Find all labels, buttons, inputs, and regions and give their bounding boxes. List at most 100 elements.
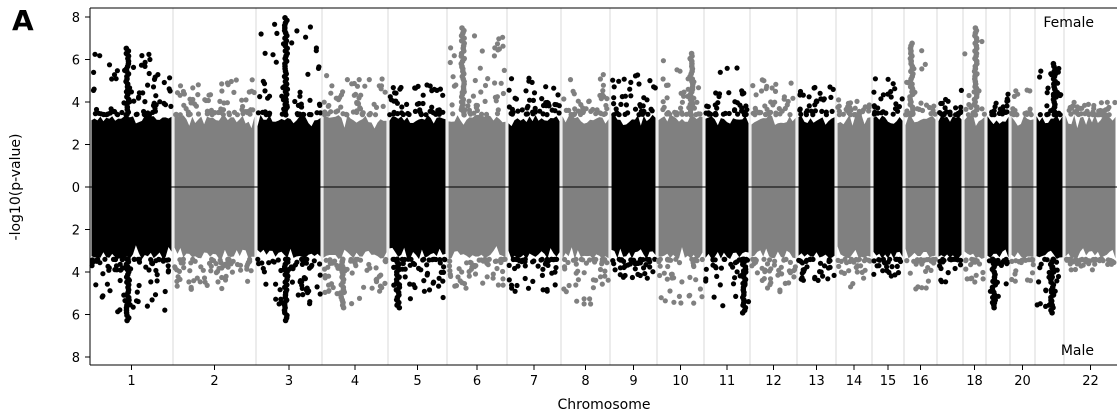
- snp-point: [387, 94, 393, 100]
- x-tick-label: 9: [629, 374, 637, 389]
- snp-point: [753, 107, 759, 113]
- snp-point: [229, 269, 235, 275]
- snp-point: [916, 258, 922, 264]
- snp-point: [135, 298, 141, 305]
- snp-point: [307, 97, 313, 103]
- snp-point: [699, 294, 705, 300]
- snp-point: [923, 102, 930, 108]
- x-tick-label: 10: [672, 374, 689, 389]
- y-axis-ticks: 0 2 4 6 8 2 4 6 8: [72, 11, 90, 366]
- snp-point: [958, 104, 964, 110]
- snp-point: [292, 98, 298, 105]
- snp-point: [498, 80, 504, 86]
- snp-point: [112, 267, 118, 273]
- snp-point: [193, 103, 199, 109]
- snp-point: [94, 257, 100, 263]
- chromosome-21-points: [1034, 60, 1064, 316]
- snp-point: [369, 285, 375, 291]
- snp-point: [190, 257, 196, 263]
- snp-point: [561, 96, 567, 102]
- peak-snp-point: [972, 25, 979, 31]
- snp-point: [162, 307, 168, 313]
- y-tick-label: 4: [72, 266, 80, 281]
- snp-point: [989, 112, 995, 118]
- snp-point: [195, 111, 202, 117]
- snp-point: [650, 269, 656, 275]
- snp-point: [91, 86, 97, 92]
- snp-point: [673, 256, 679, 262]
- snp-point: [162, 288, 168, 295]
- snp-point: [884, 268, 890, 274]
- snp-point: [828, 94, 834, 100]
- x-tick-label: 13: [808, 374, 825, 389]
- snp-point: [263, 281, 269, 287]
- snp-point: [472, 271, 479, 277]
- snp-point: [255, 256, 261, 262]
- y-tick-label: 8: [72, 11, 80, 26]
- snp-point: [581, 296, 587, 302]
- snp-point: [979, 106, 985, 112]
- snp-point: [153, 93, 159, 99]
- snp-point: [806, 103, 812, 109]
- snp-point: [165, 263, 171, 269]
- snp-point: [597, 92, 603, 99]
- snp-point: [134, 289, 140, 295]
- snp-point: [257, 94, 263, 100]
- snp-point: [492, 45, 498, 51]
- snp-point: [966, 92, 972, 99]
- snp-point: [892, 272, 898, 278]
- snp-point: [113, 76, 119, 82]
- snp-point: [1038, 261, 1044, 267]
- snp-point: [717, 69, 723, 75]
- snp-point: [766, 268, 773, 274]
- snp-point: [379, 76, 385, 82]
- snp-point: [453, 82, 459, 88]
- snp-point: [416, 100, 422, 107]
- snp-point: [890, 81, 896, 87]
- snp-point: [1089, 267, 1095, 273]
- snp-point: [136, 282, 142, 289]
- snp-point: [333, 95, 339, 101]
- snp-point: [705, 104, 711, 110]
- snp-point: [866, 108, 872, 114]
- snp-point: [152, 105, 158, 111]
- snp-point: [821, 263, 828, 269]
- x-tick-label: 16: [912, 374, 929, 389]
- snp-point: [186, 279, 192, 285]
- snp-point: [371, 101, 377, 107]
- snp-point: [787, 112, 793, 118]
- snp-point: [1072, 109, 1078, 115]
- snp-point: [687, 274, 693, 280]
- snp-point: [637, 272, 643, 279]
- snp-point: [703, 110, 709, 116]
- snp-point: [217, 98, 223, 104]
- snp-point: [450, 111, 456, 117]
- snp-point: [177, 83, 184, 89]
- snp-point: [743, 103, 749, 109]
- snp-point: [861, 258, 868, 264]
- snp-point: [587, 296, 593, 302]
- snp-point: [356, 295, 363, 301]
- snp-point: [535, 263, 541, 269]
- snp-point: [1005, 98, 1011, 104]
- snp-point: [374, 276, 380, 282]
- snp-point: [323, 257, 329, 263]
- snp-point: [797, 106, 803, 112]
- snp-point: [754, 270, 761, 276]
- snp-point: [466, 98, 472, 104]
- snp-point: [238, 267, 244, 273]
- snp-point: [803, 258, 809, 264]
- snp-point: [581, 270, 587, 276]
- snp-point: [799, 270, 805, 276]
- snp-point: [449, 102, 455, 108]
- snp-point: [506, 262, 512, 268]
- snp-point: [804, 108, 810, 114]
- snp-point: [926, 256, 932, 263]
- snp-point: [406, 111, 412, 118]
- snp-point: [421, 256, 427, 262]
- snp-point: [776, 267, 782, 273]
- snp-point: [733, 293, 739, 299]
- snp-point: [173, 112, 179, 118]
- snp-point: [880, 109, 886, 115]
- snp-point: [118, 267, 124, 273]
